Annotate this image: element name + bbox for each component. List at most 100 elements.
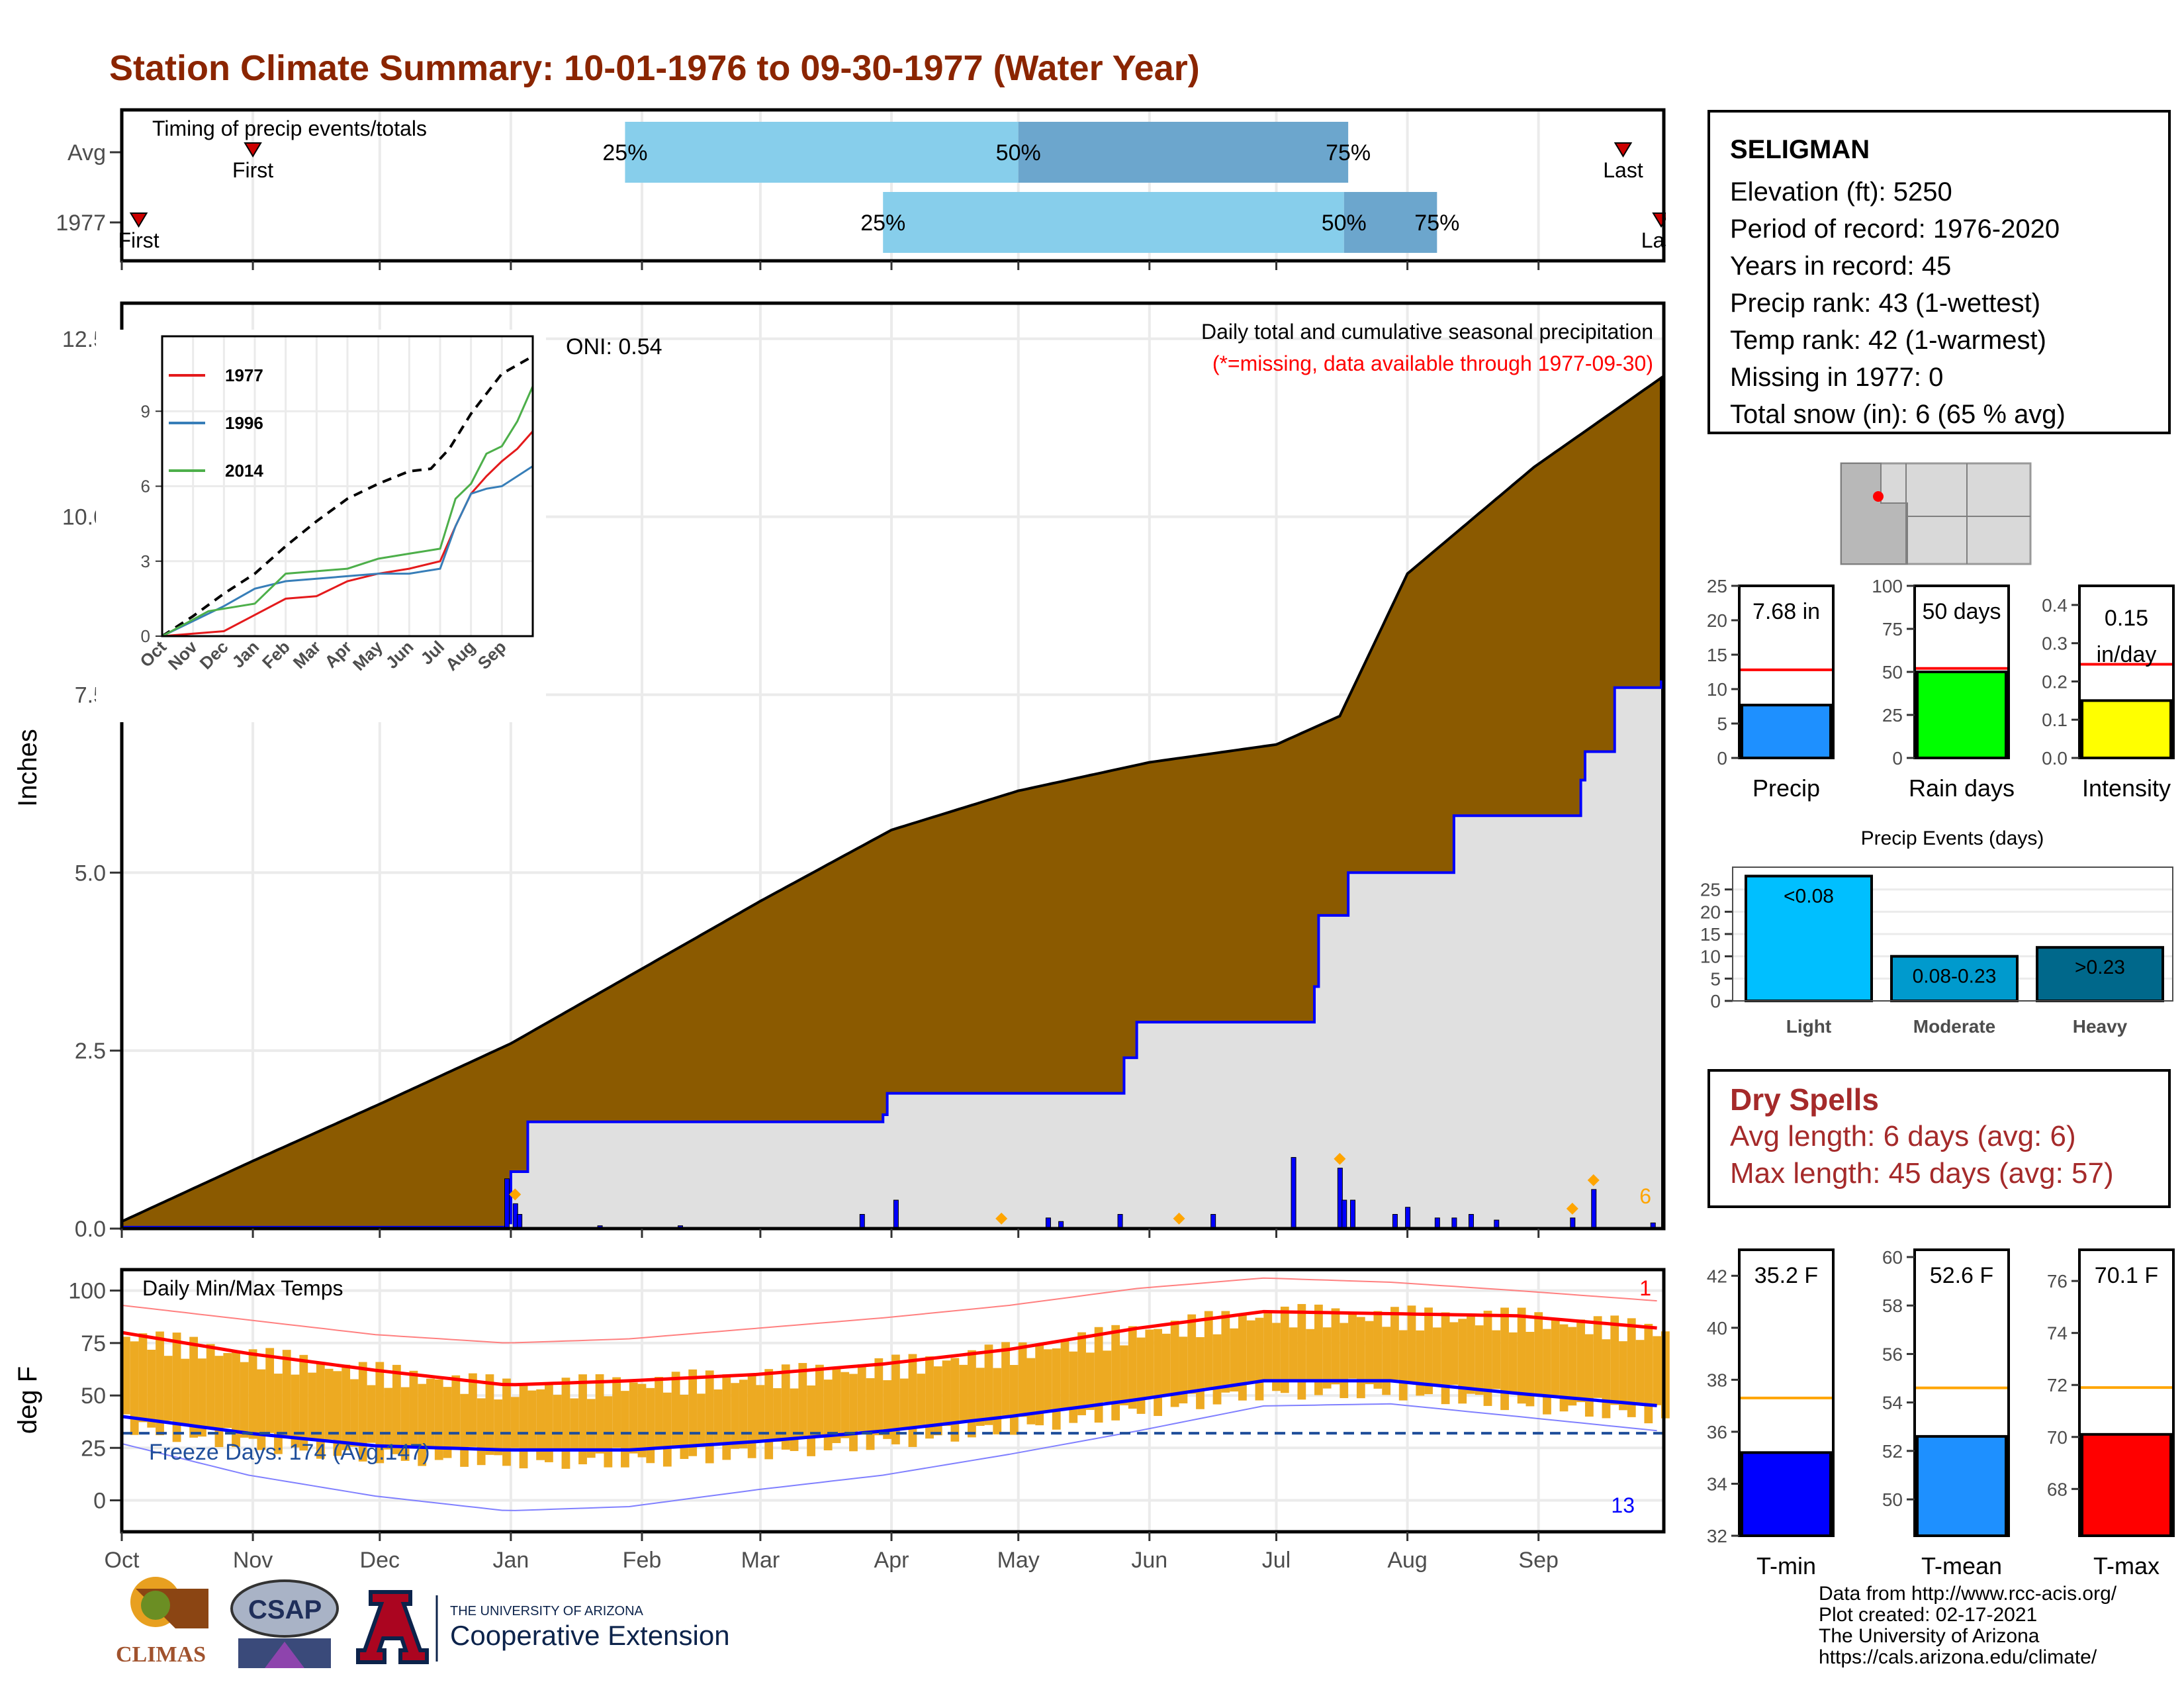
gauge-rain-days-tick: 50 — [1882, 662, 1903, 682]
daily-temp-bar — [1322, 1327, 1332, 1389]
daily-temp-bar — [646, 1387, 655, 1464]
station-location-marker — [1873, 491, 1884, 502]
daily-temp-bar — [443, 1387, 452, 1458]
events-tick: 0 — [1710, 991, 1721, 1011]
events-tick: 15 — [1700, 924, 1721, 945]
daily-temp-bar — [1619, 1341, 1627, 1411]
timing-bar-q50-q75 — [1018, 122, 1349, 183]
daily-temp-bar — [434, 1379, 443, 1460]
daily-temp-bar — [612, 1377, 621, 1448]
events-category: Light — [1786, 1016, 1831, 1037]
gauge-t-mean-value-bar — [1916, 1434, 2007, 1537]
year-cumulative-area — [122, 680, 1661, 1229]
x-tick-label: Oct — [105, 1548, 140, 1573]
gauge-t-min-tick: 42 — [1707, 1266, 1727, 1286]
gauge-rain-days-value-label: 50 days — [1922, 599, 2001, 624]
daily-temp-bar — [1398, 1330, 1408, 1401]
gauge-precip-tick: 25 — [1707, 576, 1727, 596]
daily-precip-bar — [1117, 1213, 1123, 1229]
daily-temp-bar — [1584, 1334, 1594, 1417]
daily-temp-bar — [1077, 1332, 1086, 1415]
y-tick-label: 75 — [81, 1331, 106, 1356]
gauge-intensity-tick: 0.4 — [2042, 595, 2068, 616]
daily-temp-bar — [1314, 1304, 1323, 1395]
gauge-precip-value-bar — [1741, 704, 1832, 760]
daily-temp-bar — [232, 1352, 240, 1447]
university-of-arizona-logo: THE UNIVERSITY OF ARIZONA Cooperative Ex… — [356, 1590, 730, 1664]
daily-temp-bar — [156, 1331, 164, 1436]
daily-temp-bar — [976, 1368, 985, 1427]
daily-temp-bar — [1238, 1313, 1247, 1401]
record-low-count: 13 — [1611, 1493, 1635, 1517]
precip-y-axis-label: Inches — [13, 729, 42, 807]
source-line: The University of Arizona — [1819, 1625, 2040, 1647]
daily-temp-bar — [604, 1396, 613, 1468]
daily-temp-bar — [790, 1388, 799, 1452]
gauge-intensity-border — [2078, 585, 2175, 759]
daily-temp-bar — [570, 1398, 579, 1449]
snow-count: 6 — [1639, 1184, 1651, 1208]
daily-temp-bar — [1576, 1319, 1585, 1403]
map-region — [1841, 463, 1908, 565]
daily-temp-bar — [1559, 1324, 1569, 1412]
last-event-marker — [1614, 142, 1633, 158]
events-bar — [1745, 874, 1873, 1003]
daily-temp-bar — [223, 1352, 232, 1429]
daily-temp-bar — [138, 1333, 148, 1423]
data-source-credits: Data from http://www.rcc-acis.org/ Plot … — [1819, 1583, 2116, 1668]
temp-y-axis-label: deg F — [13, 1366, 42, 1434]
daily-temp-bar — [1534, 1312, 1543, 1395]
daily-temp-bar — [1120, 1345, 1128, 1405]
daily-temp-bar — [477, 1398, 486, 1466]
daily-temp-bar — [1161, 1333, 1171, 1396]
daily-temp-bar — [1035, 1344, 1044, 1426]
daily-temp-bar — [299, 1354, 308, 1451]
daily-temp-bar — [586, 1399, 596, 1458]
daily-temp-bar — [874, 1358, 884, 1436]
gauge-intensity-tick: 0.3 — [2042, 633, 2068, 654]
daily-temp-bar — [1432, 1327, 1441, 1387]
daily-temp-bar — [400, 1387, 410, 1461]
daily-temp-bar — [392, 1364, 401, 1454]
daily-temp-bar — [1297, 1303, 1306, 1400]
gauge-precip-value-label: 7.68 in — [1752, 599, 1820, 624]
daily-temp-bar — [1543, 1329, 1551, 1415]
daily-temp-bar — [545, 1383, 553, 1462]
snow-marker — [509, 1188, 522, 1201]
x-tick-label: Jul — [1262, 1548, 1291, 1573]
x-tick-label: May — [997, 1548, 1040, 1573]
source-line: https://cals.arizona.edu/climate/ — [1819, 1646, 2097, 1668]
gauge-precip-name: Precip — [1752, 774, 1820, 802]
daily-temp-bar — [917, 1374, 926, 1428]
daily-temp-bar — [1500, 1307, 1509, 1411]
daily-temp-bar — [984, 1344, 993, 1425]
inset-legend-label: 2014 — [225, 461, 263, 481]
daily-temp-bar — [172, 1333, 181, 1442]
gauge-t-mean-tick: 52 — [1882, 1441, 1903, 1462]
gauge-rain-days-value-bar — [1916, 671, 2007, 759]
daily-temp-bar — [629, 1382, 638, 1454]
gauge-intensity-value-bar — [2081, 699, 2172, 760]
daily-temp-bar — [1103, 1350, 1112, 1403]
daily-temp-bar — [1593, 1316, 1602, 1398]
daily-temp-bar — [925, 1356, 934, 1439]
daily-temp-bar — [688, 1369, 698, 1456]
gauge-t-max-value-bar — [2081, 1432, 2172, 1538]
gauge-t-max-tick: 70 — [2047, 1427, 2068, 1448]
station-name: SELIGMAN — [1730, 135, 1870, 164]
x-tick-label: Apr — [874, 1548, 909, 1573]
daily-temp-bar — [409, 1370, 418, 1446]
daily-temp-bar — [1331, 1308, 1340, 1385]
daily-temp-bar — [968, 1350, 976, 1438]
daily-temp-bar — [959, 1364, 968, 1421]
precip-panel-border — [120, 301, 1666, 1231]
inset-border — [161, 335, 534, 637]
daily-temp-bar — [857, 1364, 866, 1431]
daily-temp-bar — [333, 1371, 342, 1456]
daily-temp-bar — [1441, 1312, 1450, 1405]
first-event-label: First — [118, 228, 159, 252]
record-high-count: 1 — [1639, 1276, 1651, 1300]
avg-min-line — [121, 1379, 1657, 1452]
daily-temp-bar — [1635, 1340, 1645, 1403]
daily-temp-bar — [240, 1362, 249, 1438]
